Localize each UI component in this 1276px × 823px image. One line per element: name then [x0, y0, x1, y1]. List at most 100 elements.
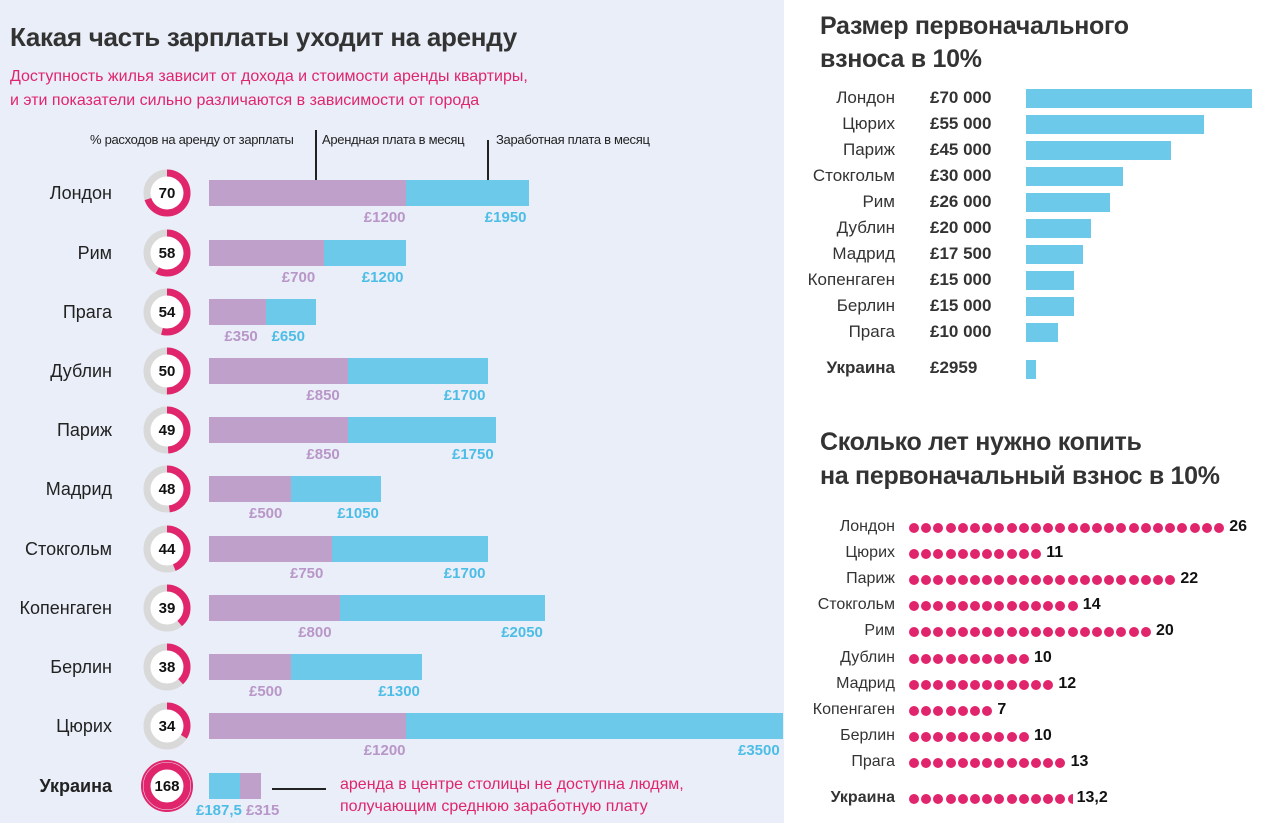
city-label: Берлин	[50, 657, 112, 677]
rent-share-donut: 34	[143, 702, 191, 750]
years-dot	[1116, 627, 1127, 638]
downpayment-bar	[1026, 271, 1075, 290]
downpayment-amount-label: £30 000	[930, 166, 992, 185]
ukraine-rent-share-donut-arc	[143, 762, 191, 810]
rent-share-donut-arc	[143, 643, 191, 691]
rent-bar	[209, 240, 324, 266]
years-dot	[945, 653, 956, 664]
rent-share-donut-value: 44	[159, 541, 176, 558]
years-dot	[1104, 523, 1115, 533]
rent-bar	[209, 476, 291, 502]
rent-share-donut: 58	[143, 229, 191, 277]
rent-share-donut-value: 70	[159, 185, 176, 202]
years-dot	[921, 523, 932, 533]
city-label-ukraine: Украина	[39, 776, 112, 796]
years-value-label: 22	[1180, 570, 1199, 588]
years-dot	[957, 653, 968, 664]
years-dot	[1006, 731, 1017, 742]
years-dot	[1079, 575, 1090, 586]
years-ukraine-dot	[909, 794, 919, 804]
years-dot	[1116, 575, 1127, 586]
years-dot	[1092, 523, 1102, 533]
years-dot	[957, 705, 968, 716]
years-dot	[1043, 575, 1054, 586]
downpayment-amount-label: £10 000	[930, 322, 992, 341]
years-dot	[933, 523, 944, 533]
ukraine-rent-share-donut-value: 168	[154, 778, 179, 795]
years-value-label: 20	[1156, 622, 1174, 640]
years-dot	[933, 627, 944, 638]
years-city-label: Мадрид	[836, 674, 895, 692]
years-value-label: 13	[1070, 752, 1089, 770]
rent-pointer-line	[315, 130, 317, 194]
years-dot	[945, 679, 956, 690]
city-label: Лондон	[49, 183, 112, 203]
downpayment-amount-label: £55 000	[930, 114, 992, 133]
years-dot	[921, 705, 932, 716]
years-dot	[933, 679, 944, 690]
downpayment-city-label: Рим	[862, 192, 895, 211]
rent-value-label: £850	[306, 387, 340, 404]
downpayment-amount-label-ukraine: £2959	[930, 358, 978, 377]
rent-share-donut: 50	[143, 347, 191, 395]
years-dot	[957, 757, 968, 768]
years-dot	[1067, 601, 1078, 612]
years-dot	[957, 731, 968, 742]
years-dot	[982, 575, 993, 586]
years-value-label: 26	[1229, 518, 1247, 535]
years-dot	[1031, 757, 1041, 768]
city-label: Прага	[62, 302, 112, 322]
years-dot	[1031, 627, 1041, 638]
years-city-label: Париж	[846, 570, 895, 588]
rent-share-donut-arc	[143, 525, 191, 573]
years-dot	[1079, 523, 1090, 533]
years-ukraine-dot	[1043, 794, 1054, 804]
years-dot	[1067, 627, 1078, 638]
rent-share-donut-arc	[143, 169, 191, 217]
rent-share-donut-arc	[143, 347, 191, 395]
years-dot	[1043, 601, 1054, 612]
rent-share-donut-value: 58	[159, 245, 176, 262]
ukraine-note-line1: аренда в центре столицы не доступна людя…	[340, 776, 684, 793]
downpayment-bar	[1026, 245, 1083, 264]
years-dot	[982, 679, 993, 690]
city-label: Копенгаген	[19, 598, 113, 618]
years-dot	[933, 757, 944, 768]
downpayment-bar	[1026, 219, 1091, 238]
years-dot	[945, 731, 956, 742]
years-dot	[1079, 627, 1090, 638]
years-dot	[970, 523, 980, 533]
downpayment-city-label: Лондон	[836, 88, 895, 107]
years-ukraine-dot	[994, 794, 1005, 804]
city-label: Стокгольм	[25, 539, 112, 559]
years-dot	[945, 549, 956, 560]
years-ukraine-dot	[970, 794, 980, 804]
years-dot	[909, 705, 919, 716]
years-dot	[1006, 575, 1017, 586]
downpayment-bar	[1026, 323, 1059, 342]
years-dot	[1006, 601, 1017, 612]
years-dot	[1018, 731, 1029, 742]
ukraine-wage-value-label: £187,5	[196, 802, 242, 819]
years-dot	[994, 601, 1005, 612]
years-dot	[909, 757, 919, 768]
city-label: Париж	[56, 420, 112, 440]
years-city-label: Лондон	[839, 518, 895, 535]
years-dot	[945, 627, 956, 638]
downpayment-city-label: Стокгольм	[812, 166, 895, 185]
rent-share-donut-value: 34	[159, 718, 176, 735]
years-dot	[982, 523, 993, 533]
rent-share-donut-arc	[143, 465, 191, 513]
downpayment-title-line1: Размер первоначального	[820, 12, 1129, 40]
downpayment-title-line2: взноса в 10%	[820, 45, 982, 73]
downpayment-city-label-ukraine: Украина	[826, 358, 895, 377]
years-dot	[1018, 757, 1029, 768]
rent-share-donut-value: 49	[159, 422, 176, 439]
wage-value-label: £1750	[452, 446, 494, 463]
years-dot	[1165, 523, 1176, 533]
years-dot	[921, 679, 932, 690]
years-dot	[970, 575, 980, 586]
downpayment-bar	[1026, 89, 1252, 108]
downpayment-bar	[1026, 115, 1204, 134]
